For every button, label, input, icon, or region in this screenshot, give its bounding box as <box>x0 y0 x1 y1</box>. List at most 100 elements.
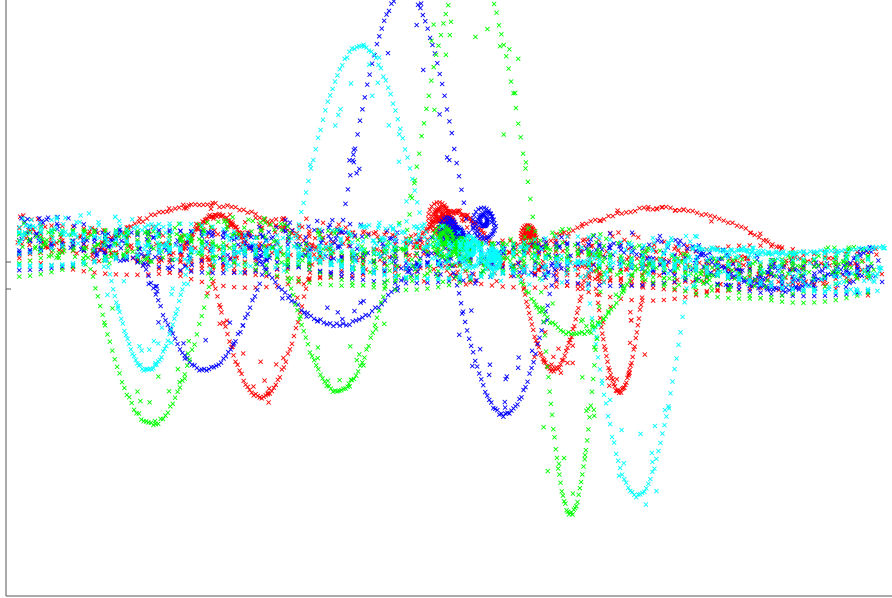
data-point <box>747 252 753 258</box>
data-point <box>550 426 556 432</box>
data-point <box>578 294 584 300</box>
data-point <box>593 347 599 353</box>
data-point <box>113 271 119 277</box>
data-point <box>421 120 427 126</box>
data-point <box>586 234 592 240</box>
data-point <box>370 238 376 244</box>
data-point <box>46 253 52 259</box>
data-point <box>367 72 373 78</box>
data-point <box>459 187 464 193</box>
data-point <box>351 159 357 165</box>
data-point <box>328 249 334 255</box>
data-point <box>355 252 360 257</box>
data-point <box>359 224 365 230</box>
data-point <box>156 209 162 215</box>
data-point <box>220 234 226 240</box>
data-point <box>591 362 597 368</box>
data-point <box>355 132 360 137</box>
data-point <box>532 272 538 278</box>
data-point <box>85 231 91 237</box>
data-point <box>474 225 480 231</box>
data-point <box>624 282 630 287</box>
data-point <box>328 269 334 275</box>
data-point <box>606 365 611 371</box>
data-point <box>359 234 365 240</box>
data-point <box>532 285 538 291</box>
data-point <box>587 414 592 420</box>
data-point <box>575 247 581 253</box>
data-point <box>285 224 291 229</box>
data-point <box>418 1 424 7</box>
data-point <box>75 240 81 246</box>
data-point <box>359 360 365 365</box>
data-point <box>672 265 678 271</box>
data-point <box>360 269 366 275</box>
data-point <box>306 266 312 272</box>
data-point <box>265 390 271 396</box>
data-point <box>500 244 506 250</box>
data-point <box>439 223 445 229</box>
data-point <box>457 263 463 269</box>
data-point <box>138 417 144 422</box>
data-point <box>636 316 642 321</box>
data-point <box>382 261 387 267</box>
data-point <box>758 259 763 265</box>
data-point <box>503 53 509 59</box>
data-point <box>178 269 183 275</box>
data-point <box>672 286 678 291</box>
data-point <box>274 274 280 280</box>
data-point <box>628 209 634 215</box>
data-point <box>584 437 590 443</box>
data-point <box>174 256 180 262</box>
data-point <box>131 225 136 231</box>
data-point <box>517 263 523 269</box>
data-point <box>351 147 357 153</box>
data-point <box>578 249 584 254</box>
data-point <box>210 256 216 262</box>
data-point <box>429 235 435 240</box>
data-point <box>491 1 497 7</box>
data-point <box>263 237 269 243</box>
data-point <box>650 206 656 212</box>
data-point <box>210 216 216 221</box>
data-point <box>521 282 526 287</box>
data-point <box>598 218 603 224</box>
data-point <box>564 279 570 285</box>
data-point <box>204 219 210 225</box>
data-point <box>354 246 360 252</box>
data-point <box>253 211 259 217</box>
data-point <box>303 252 308 258</box>
data-point <box>199 270 205 275</box>
data-point <box>326 233 332 239</box>
data-point <box>357 118 363 124</box>
data-point <box>182 256 188 262</box>
data-point <box>208 224 214 230</box>
data-point <box>230 214 236 220</box>
data-point <box>551 272 557 278</box>
data-point <box>258 359 264 365</box>
data-point <box>641 269 647 275</box>
data-point <box>321 255 327 261</box>
data-point <box>386 8 392 14</box>
data-point <box>552 267 558 273</box>
data-point <box>274 248 280 253</box>
data-point <box>403 287 409 293</box>
data-point <box>96 258 102 264</box>
data-point <box>776 269 782 275</box>
data-point <box>205 229 211 235</box>
data-point <box>27 238 33 244</box>
data-point <box>798 263 803 269</box>
data-point <box>715 269 720 275</box>
data-point <box>556 472 562 477</box>
data-point <box>230 235 236 241</box>
data-point <box>486 372 492 378</box>
data-point <box>704 270 710 276</box>
data-point <box>143 266 149 272</box>
data-point <box>325 378 331 384</box>
data-point <box>128 223 134 229</box>
data-point <box>296 245 302 251</box>
data-point <box>208 276 214 282</box>
data-point <box>721 269 727 275</box>
data-point <box>301 328 307 334</box>
